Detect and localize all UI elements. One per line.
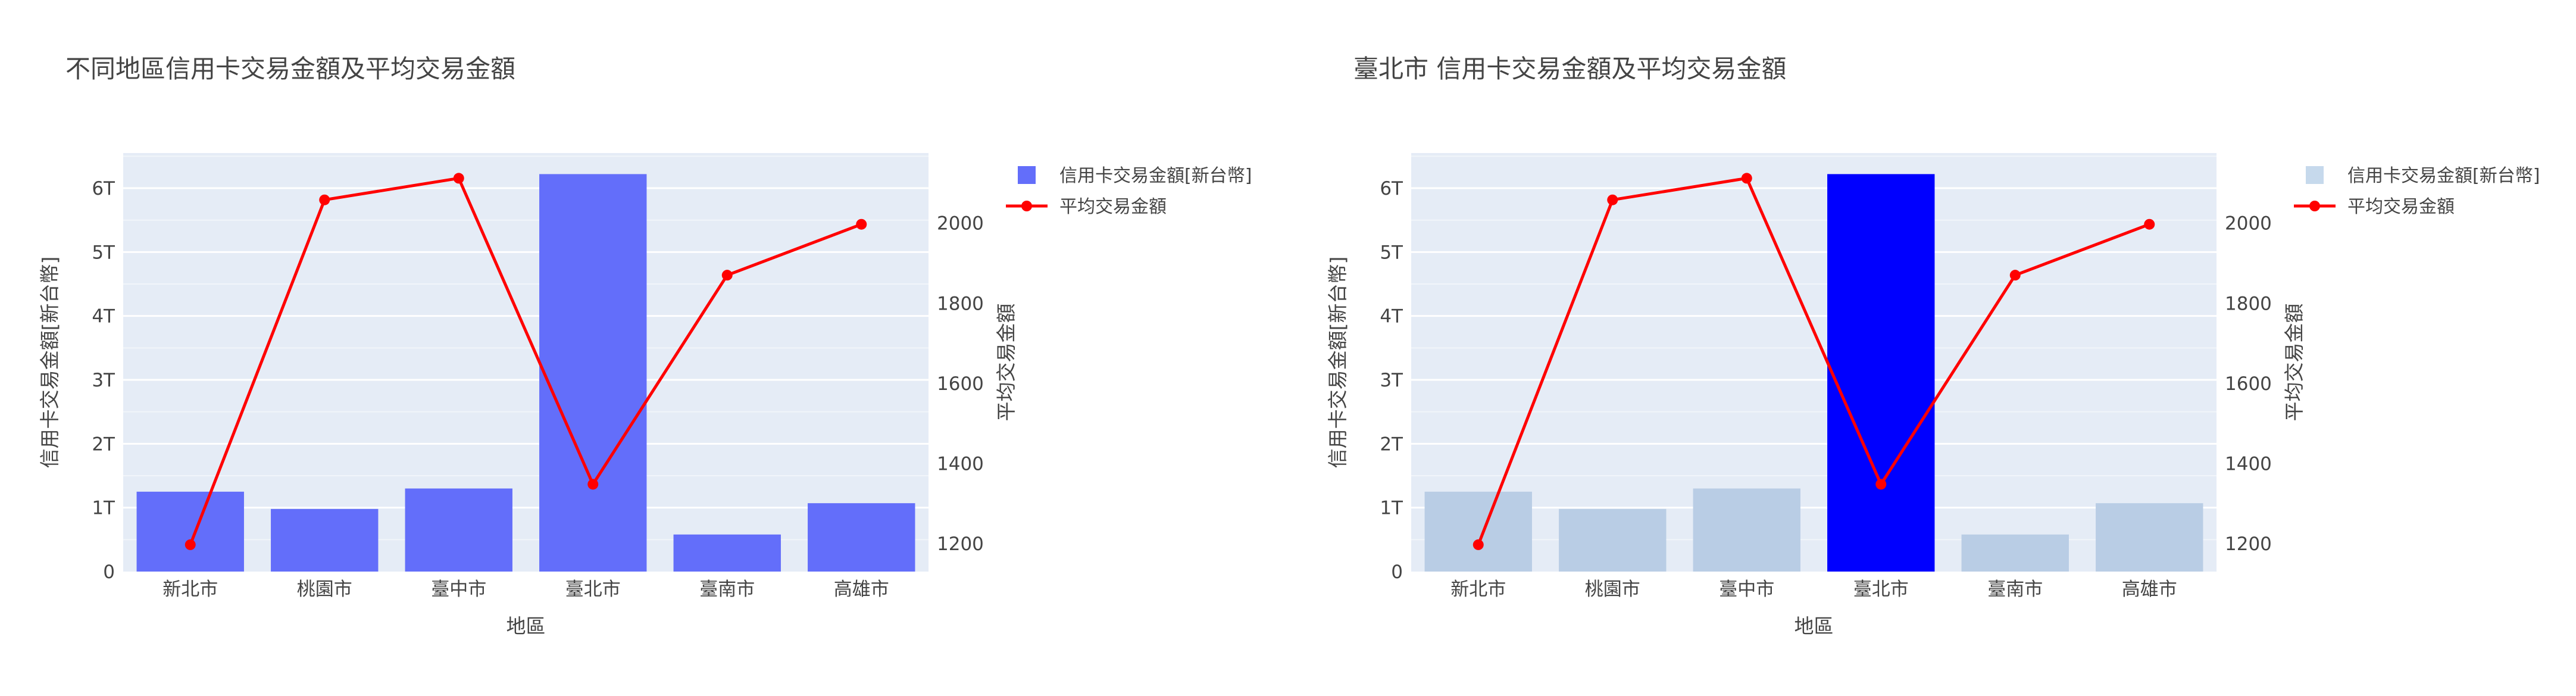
x-tick-label: 新北市: [1450, 579, 1506, 600]
y-tick-label: 2T: [1380, 433, 1403, 455]
line-point: [1741, 173, 1752, 184]
y-tick-label: 5T: [92, 242, 115, 263]
line-point: [185, 539, 196, 550]
line-point: [587, 479, 599, 490]
bar: [539, 174, 647, 572]
y-axis-title: 信用卡交易金額[新台幣]: [38, 257, 61, 469]
bar: [136, 491, 244, 572]
legend-label: 信用卡交易金額[新台幣]: [1059, 166, 1252, 186]
legend-bar-swatch: [2306, 166, 2324, 184]
bar: [673, 534, 781, 572]
bar: [1827, 174, 1935, 572]
y2-tick-label: 2000: [937, 213, 984, 235]
line-point: [856, 219, 867, 230]
y-tick-label: 4T: [1380, 306, 1403, 327]
chart-title: 臺北市 信用卡交易金額及平均交易金額: [1353, 54, 1787, 83]
x-tick-label: 臺北市: [565, 579, 621, 600]
chart-title: 不同地區信用卡交易金額及平均交易金額: [65, 54, 516, 83]
y2-tick-label: 1400: [937, 453, 984, 475]
y2-tick-label: 2000: [2225, 213, 2272, 235]
line-point: [2144, 219, 2155, 230]
bar: [808, 503, 915, 572]
bar: [1424, 491, 1532, 572]
plot-background: [123, 153, 929, 572]
line-point: [453, 173, 464, 184]
x-tick-label: 桃園市: [297, 579, 352, 600]
y-tick-label: 2T: [92, 433, 115, 455]
y-tick-label: 0: [1391, 561, 1403, 583]
legend-label: 信用卡交易金額[新台幣]: [2347, 166, 2540, 186]
y2-tick-label: 1200: [2225, 533, 2272, 555]
line-point: [1607, 194, 1618, 205]
x-tick-label: 高雄市: [834, 579, 889, 600]
average-line: [1477, 176, 2150, 545]
x-axis-title: 地區: [507, 614, 546, 638]
bar: [405, 488, 512, 572]
x-tick-label: 臺中市: [1719, 579, 1774, 600]
bar: [1559, 508, 1667, 572]
y-axis-title: 信用卡交易金額[新台幣]: [1326, 257, 1349, 469]
y2-axis-title: 平均交易金額: [2283, 304, 2306, 422]
line-point: [319, 194, 330, 205]
chart-panel-taipei-highlight: 0 1T 2T 3T 4T 5T 6T 1200 1400 1600 1800 2000 新北市 桃園市 臺…: [1288, 0, 2576, 696]
legend-line-marker: [1021, 201, 1032, 211]
y2-tick-label: 1400: [2225, 453, 2272, 475]
x-axis-title: 地區: [1795, 614, 1834, 638]
legend-line-marker: [2309, 201, 2320, 211]
y2-tick-label: 1800: [2225, 293, 2272, 314]
y-tick-label: 1T: [92, 498, 115, 519]
chart-svg: 0 1T 2T 3T 4T 5T 6T 1200 1400 1600 1800 2000 新北市 桃園市 臺…: [1326, 153, 2540, 638]
y-tick-label: 5T: [1380, 242, 1403, 263]
y2-tick-label: 1600: [937, 373, 984, 395]
y-tick-label: 0: [103, 561, 115, 583]
line-point: [2009, 270, 2021, 281]
x-tick-label: 臺北市: [1853, 579, 1909, 600]
chart-svg: 0 1T 2T 3T 4T 5T 6T 1200 1400 1600 1800 2000 新北市 桃園市 臺…: [38, 153, 1252, 638]
y2-axis-title: 平均交易金額: [995, 304, 1018, 422]
y-tick-label: 3T: [92, 370, 115, 391]
x-tick-label: 桃園市: [1585, 579, 1640, 600]
x-tick-label: 新北市: [162, 579, 218, 600]
y-tick-label: 6T: [92, 178, 115, 199]
line-point: [1473, 539, 1484, 550]
line-point: [1875, 479, 1887, 490]
line-point: [721, 270, 733, 281]
x-tick-label: 高雄市: [2122, 579, 2177, 600]
x-tick-label: 臺南市: [1987, 579, 2043, 600]
legend-label: 平均交易金額: [2347, 196, 2455, 217]
y-tick-label: 4T: [92, 306, 115, 327]
x-tick-label: 臺南市: [699, 579, 755, 600]
bar: [2096, 503, 2203, 572]
bar: [1961, 534, 2069, 572]
y-tick-label: 1T: [1380, 498, 1403, 519]
y2-tick-label: 1200: [937, 533, 984, 555]
legend-bar-swatch: [1018, 166, 1036, 184]
legend-label: 平均交易金額: [1059, 196, 1167, 217]
chart-panel-regions: 0 1T 2T 3T 4T 5T 6T 1200 1400 1600 1800 2000 新北市 桃園市 臺…: [38, 54, 1252, 638]
average-line: [189, 176, 862, 545]
y-tick-label: 6T: [1380, 178, 1403, 199]
plot-background: [1411, 153, 2217, 572]
bar: [1693, 488, 1800, 572]
y2-tick-label: 1600: [2225, 373, 2272, 395]
y2-tick-label: 1800: [937, 293, 984, 314]
y-tick-label: 3T: [1380, 370, 1403, 391]
x-tick-label: 臺中市: [431, 579, 486, 600]
bar: [271, 508, 379, 572]
